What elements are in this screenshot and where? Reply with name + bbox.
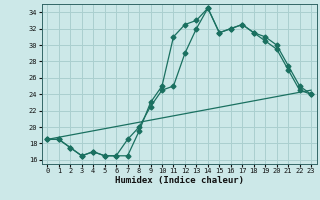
X-axis label: Humidex (Indice chaleur): Humidex (Indice chaleur) <box>115 176 244 185</box>
